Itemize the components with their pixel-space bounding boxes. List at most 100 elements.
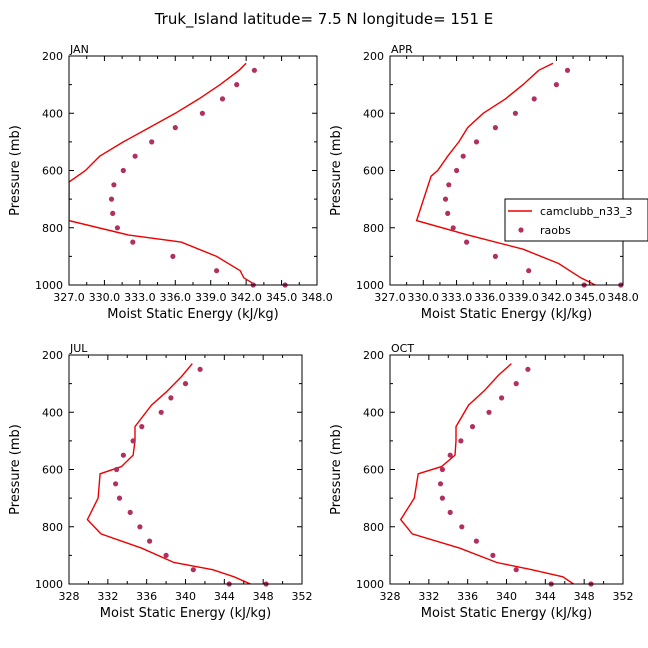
obs-point-jan xyxy=(132,153,138,159)
obs-point-jul xyxy=(158,409,164,415)
obs-point-apr xyxy=(454,167,460,174)
obs-point-oct xyxy=(513,567,519,573)
x-tick-label: 344 xyxy=(214,590,235,603)
x-tick-label: 339.0 xyxy=(195,291,227,304)
plot-frame-apr xyxy=(389,55,624,286)
obs-point-apr xyxy=(531,96,537,102)
obs-point-oct xyxy=(439,495,445,501)
obs-point-apr xyxy=(564,67,571,73)
obs-point-apr xyxy=(445,210,451,216)
obs-point-apr xyxy=(512,110,519,116)
obs-point-jan xyxy=(170,253,176,259)
x-tick-label: 330.0 xyxy=(89,291,121,304)
obs-point-apr xyxy=(460,153,466,159)
x-tick-label: 348.0 xyxy=(301,291,333,304)
obs-point-jul xyxy=(139,424,145,430)
y-tick-label: 400 xyxy=(42,406,63,419)
obs-point-oct xyxy=(490,552,496,559)
obs-point-oct xyxy=(459,524,465,530)
y-axis-title: Pressure (mb) xyxy=(8,125,23,216)
obs-point-jul xyxy=(163,552,169,559)
obs-point-oct xyxy=(513,381,519,387)
obs-point-apr xyxy=(553,82,560,88)
legend: camclubb_n33_3 raobs xyxy=(504,198,648,242)
obs-point-apr xyxy=(464,239,470,245)
panel-jan: JAN 327.0 330.0 333.0 336.0 339.0 342.0 345.0 34… xyxy=(8,43,333,322)
x-tick-label: 340 xyxy=(496,590,517,603)
y-tick-label: 400 xyxy=(42,107,63,120)
obs-point-jan xyxy=(149,139,155,145)
x-tick-label: 332 xyxy=(97,590,118,603)
y-axis-title: Pressure (mb) xyxy=(329,125,344,216)
obs-point-oct xyxy=(447,509,453,515)
y-tick-label: 1000 xyxy=(35,279,63,292)
obs-point-oct xyxy=(499,395,505,401)
panel-jul: JUL 328 332 336 340 344 348 352 200 400 600 800 1000… xyxy=(8,342,313,621)
obs-point-oct xyxy=(473,538,479,544)
obs-point-jan xyxy=(114,225,120,231)
panel-label-jul: JUL xyxy=(69,342,88,355)
x-tick-label: 327.0 xyxy=(374,291,406,304)
obs-point-oct xyxy=(439,466,445,473)
y-axis-title: Pressure (mb) xyxy=(8,424,23,515)
plot-frame-oct xyxy=(389,354,624,585)
model-line-apr xyxy=(415,62,596,285)
y-tick-label: 600 xyxy=(42,165,63,178)
x-tick-label: 342.0 xyxy=(541,291,573,304)
y-tick-label: 800 xyxy=(42,521,63,534)
x-tick-label: 336.0 xyxy=(160,291,192,304)
obs-point-jul xyxy=(147,538,153,544)
obs-point-apr xyxy=(442,196,449,202)
panel-label-oct: OCT xyxy=(391,342,414,355)
y-tick-label: 200 xyxy=(363,349,384,362)
x-tick-label: 348.0 xyxy=(607,291,639,304)
obs-point-jan xyxy=(130,239,136,245)
x-tick-label: 330.0 xyxy=(408,291,440,304)
obs-point-jul xyxy=(113,481,119,487)
x-tick-label: 333.0 xyxy=(441,291,473,304)
legend-marker-swatch xyxy=(518,227,524,233)
obs-point-apr xyxy=(492,125,498,131)
y-tick-label: 800 xyxy=(363,521,384,534)
obs-point-oct xyxy=(469,424,476,430)
obs-point-oct xyxy=(458,438,464,444)
obs-point-jan xyxy=(111,182,117,188)
obs-point-oct xyxy=(437,481,444,487)
x-tick-label: 328 xyxy=(59,590,80,603)
x-tick-label: 344 xyxy=(535,590,556,603)
obs-point-jan xyxy=(199,110,205,116)
obs-point-apr xyxy=(450,225,456,231)
obs-point-jul xyxy=(120,452,126,458)
legend-label-model: camclubb_n33_3 xyxy=(540,205,633,218)
obs-point-oct xyxy=(525,366,531,372)
x-tick-label: 336 xyxy=(136,590,157,603)
obs-point-jan xyxy=(214,268,220,274)
obs-point-apr xyxy=(446,182,452,188)
y-tick-label: 800 xyxy=(363,222,384,235)
panel-apr: APR 327.0 330.0 333.0 336.0 339.0 342.0 345.0 34… xyxy=(329,43,639,322)
obs-point-oct xyxy=(447,452,453,458)
x-tick-label: 332 xyxy=(418,590,439,603)
y-tick-label: 1000 xyxy=(356,578,384,591)
legend-label-obs: raobs xyxy=(540,224,571,237)
obs-point-apr xyxy=(473,139,480,145)
x-tick-label: 348 xyxy=(574,590,595,603)
x-tick-label: 336.0 xyxy=(474,291,506,304)
x-tick-label: 333.0 xyxy=(124,291,156,304)
x-tick-label: 345.0 xyxy=(574,291,606,304)
obs-point-jul xyxy=(137,524,143,530)
obs-point-oct xyxy=(486,409,492,415)
y-tick-label: 1000 xyxy=(35,578,63,591)
x-tick-label: 336 xyxy=(457,590,478,603)
y-tick-label: 400 xyxy=(363,107,384,120)
panel-oct: OCT 328 332 336 340 344 348 352 200 400 600 800 1000… xyxy=(329,342,634,621)
obs-point-jul xyxy=(127,509,133,515)
figure-title: Truk_Island latitude= 7.5 N longitude= 1… xyxy=(154,10,494,29)
obs-point-jan xyxy=(110,210,116,216)
x-tick-label: 352 xyxy=(292,590,313,603)
obs-point-jul xyxy=(130,438,136,444)
y-tick-label: 400 xyxy=(363,406,384,419)
model-line-jul xyxy=(86,363,251,584)
